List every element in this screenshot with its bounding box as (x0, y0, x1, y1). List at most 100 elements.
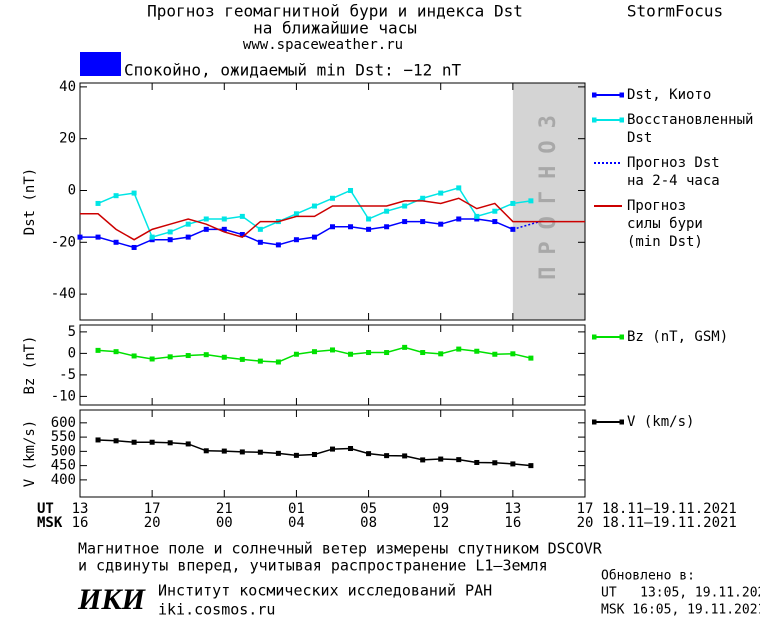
data-point (95, 234, 101, 240)
x-tick-label: 13 (72, 501, 89, 517)
data-point (275, 359, 281, 365)
series-line (97, 187, 531, 239)
data-point (330, 347, 335, 353)
data-point (438, 456, 444, 462)
series-line (80, 197, 585, 241)
legend-item: V (km/s) (592, 413, 694, 431)
data-point (167, 354, 173, 360)
y-axis-label: Dst (nT) (22, 168, 38, 235)
legend-label: Прогноз силы бури (min Dst) (627, 198, 703, 250)
status-text: Спокойно, ожидаемый min Dst: −12 nT (124, 61, 462, 80)
data-point (221, 354, 227, 360)
series-line (512, 220, 541, 231)
data-point (257, 226, 263, 232)
y-tick-label: 550 (51, 429, 76, 445)
legend-marker (592, 117, 597, 123)
data-point (528, 198, 534, 204)
x-tick-label: 13 (504, 501, 521, 517)
data-point (492, 208, 498, 214)
y-axis-label: Bz (nT) (22, 335, 38, 394)
data-point (167, 229, 173, 235)
data-point (149, 439, 155, 445)
data-point (293, 452, 299, 458)
y-axis-label: V (km/s) (22, 420, 38, 487)
x-tick-label: 00 (216, 515, 233, 531)
data-point (257, 239, 263, 245)
data-point (131, 353, 137, 359)
site: iki.cosmos.ru (158, 601, 275, 619)
data-point (131, 244, 137, 250)
data-point (366, 216, 372, 222)
data-point (474, 348, 480, 354)
data-point (77, 234, 83, 240)
y-tick-label: -5 (59, 367, 76, 383)
data-point (131, 190, 137, 196)
data-point (239, 232, 245, 238)
data-point (203, 216, 209, 222)
y-tick-label: 500 (51, 443, 76, 459)
data-point (384, 350, 390, 356)
data-point (113, 438, 119, 444)
data-point (384, 208, 390, 214)
y-tick-label: -40 (51, 286, 76, 302)
data-point (474, 213, 480, 219)
data-point (366, 350, 372, 356)
legend-item: Bz (nT, GSM) (592, 328, 728, 346)
data-point (149, 356, 155, 362)
data-point (293, 237, 299, 243)
data-point (528, 355, 534, 361)
y-tick-label: -10 (51, 388, 76, 404)
legend-swatch (592, 419, 624, 425)
y-tick-label: 400 (51, 472, 76, 488)
subtitle: на ближайшие часы (253, 19, 417, 38)
data-point (438, 221, 444, 227)
brand: StormFocus (627, 2, 723, 21)
plot-frame (79, 324, 586, 406)
data-point (510, 461, 516, 467)
y-tick-label: 0 (68, 182, 76, 198)
data-point (474, 459, 480, 465)
data-point (311, 349, 317, 355)
data-point (330, 446, 335, 452)
data-point (456, 216, 462, 222)
legend: Dst, Киото Восстановленный Dst Прогноз Dst… (592, 86, 753, 258)
x-row-name: MSK (37, 515, 63, 531)
data-point (402, 344, 408, 350)
data-point (510, 351, 516, 357)
legend-swatch (592, 117, 624, 123)
institute: Институт космических исследований РАН (158, 582, 492, 600)
data-point (420, 457, 426, 463)
x-tick-label: 21 (216, 501, 233, 517)
data-point (239, 449, 245, 455)
legend-label: Bz (nT, GSM) (627, 329, 729, 345)
legend-item: Прогноз Dst на 2-4 часа (592, 154, 725, 190)
data-point (384, 453, 390, 459)
legend-marker (619, 419, 624, 425)
data-point (185, 441, 191, 447)
y-tick-label: 0 (68, 345, 76, 361)
data-point (257, 358, 263, 364)
updated-label: Обновлено в: (601, 569, 695, 584)
data-point (456, 185, 462, 191)
y-tick-label: 20 (59, 131, 76, 147)
status-swatch (80, 52, 121, 76)
legend-marker (592, 92, 597, 98)
data-point (348, 187, 354, 193)
legend-marker (592, 334, 597, 340)
data-point (402, 203, 408, 209)
data-point (275, 242, 281, 248)
data-point (221, 216, 227, 222)
data-point (420, 350, 426, 356)
data-point (420, 219, 426, 225)
data-point (384, 224, 390, 230)
data-point (95, 347, 101, 353)
updated-time: UT 13:05, 19.11.2021 (601, 586, 760, 601)
footer-note: и сдвинуты вперед, учитывая распростране… (78, 557, 548, 575)
x-tick-label: 20 (577, 515, 594, 531)
x-row-name: UT (37, 501, 54, 517)
x-tick-label: 09 (432, 501, 449, 517)
data-point (420, 195, 426, 201)
plot-frame (79, 82, 586, 321)
